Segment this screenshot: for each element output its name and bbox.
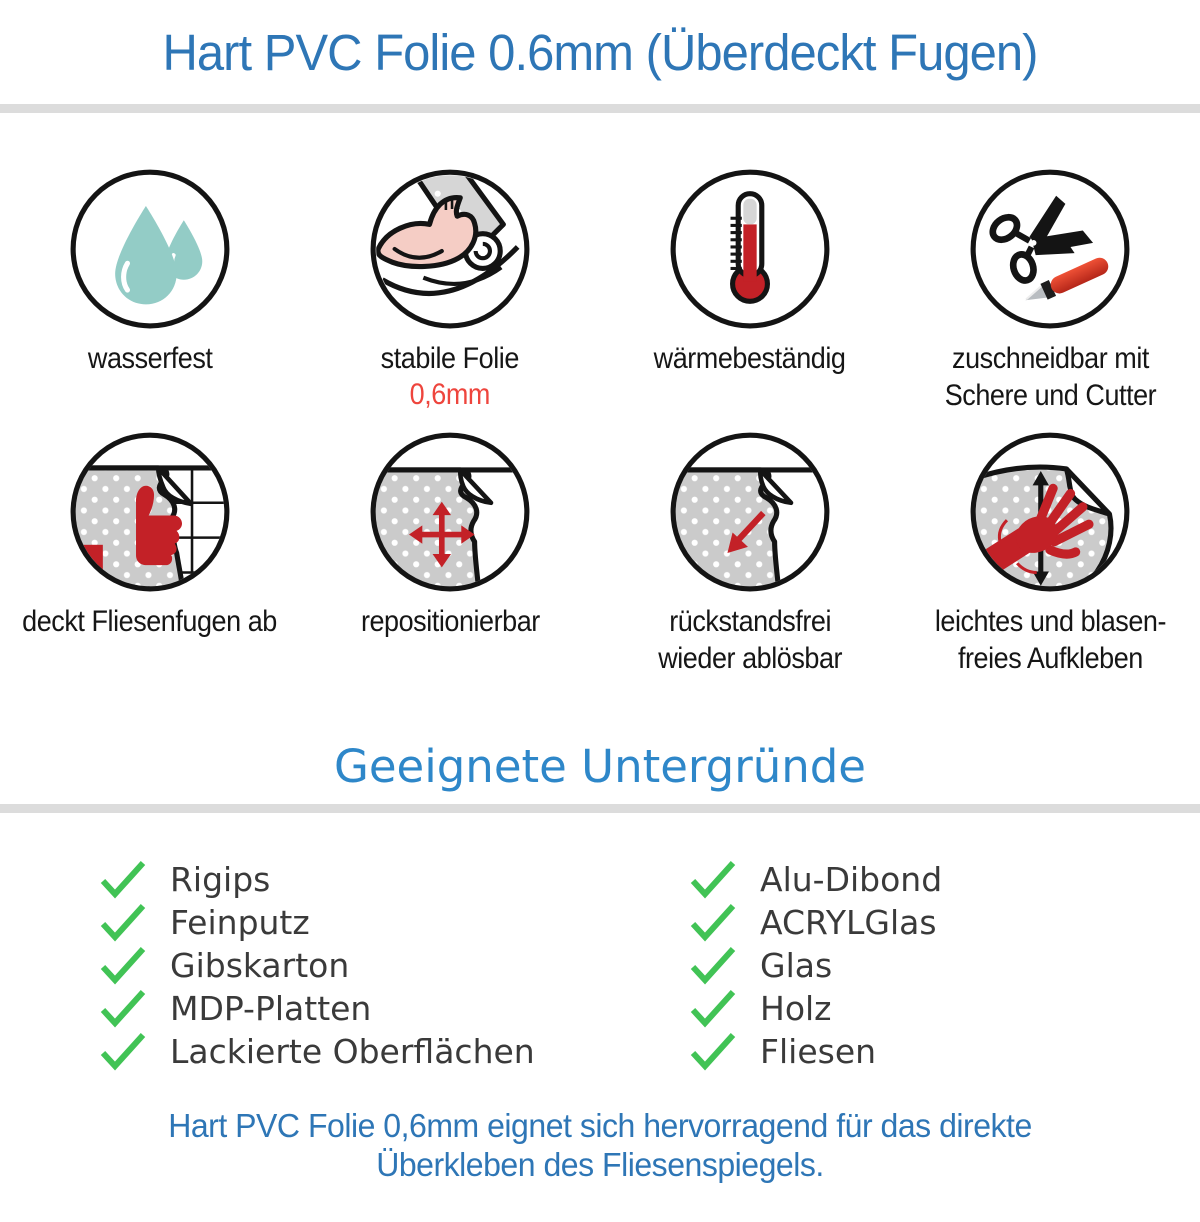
hand-smoothing-foil-icon	[970, 432, 1130, 592]
check-icon	[690, 946, 736, 984]
substrate-label: ACRYLGlas	[760, 903, 937, 942]
feature-waterproof: wasserfest	[0, 167, 300, 428]
list-item: Glas	[690, 944, 942, 987]
list-item: Fliesen	[690, 1030, 942, 1073]
check-icon	[100, 903, 146, 941]
feature-heat-resistant: wärmebeständig	[600, 167, 900, 428]
section-divider	[0, 804, 1200, 813]
move-arrows-foil-icon	[370, 432, 530, 592]
top-divider	[0, 104, 1200, 113]
list-item: MDP-Platten	[100, 987, 690, 1030]
feature-label: deckt Fliesenfugen ab	[22, 605, 278, 638]
feature-row-1: wasserfest stabile Folie 0,6mm	[0, 167, 1200, 428]
list-item: Holz	[690, 987, 942, 1030]
list-item: Gibskarton	[100, 944, 690, 987]
substrate-label: Alu-Dibond	[760, 860, 943, 899]
footer-note: Hart PVC Folie 0,6mm eignet sich hervorr…	[18, 1106, 1182, 1184]
feature-label: repositionierbar	[360, 605, 540, 638]
page-title: Hart PVC Folie 0.6mm (Überdeckt Fugen)	[162, 24, 1038, 81]
substrate-label: Glas	[760, 946, 833, 985]
substrate-label: Holz	[760, 989, 832, 1028]
water-drops-icon	[70, 169, 230, 329]
feature-residue-free-removal: rückstandsfrei wieder ablösbar	[600, 430, 900, 691]
feature-row-2: deckt Fliesenfugen ab	[0, 430, 1200, 691]
check-icon	[690, 989, 736, 1027]
list-item: Lackierte Oberflächen	[100, 1030, 690, 1073]
check-icon	[100, 946, 146, 984]
list-item: ACRYLGlas	[690, 901, 942, 944]
substrate-label: Lackierte Oberflächen	[170, 1032, 535, 1071]
list-item: Feinputz	[100, 901, 690, 944]
check-icon	[100, 860, 146, 898]
substrates-column-right: Alu-Dibond ACRYLGlas Glas Holz Fliesen	[690, 858, 942, 1073]
substrate-label: Gibskarton	[170, 946, 350, 985]
section-heading-substrates: Geeignete Untergründe	[333, 740, 866, 793]
feature-label: wärmebeständig	[654, 342, 846, 375]
substrate-label: Feinputz	[170, 903, 310, 942]
feature-label: rückstandsfrei wieder ablösbar	[658, 605, 842, 675]
peel-arrow-foil-icon	[670, 432, 830, 592]
substrate-label: Fliesen	[760, 1032, 877, 1071]
muscle-arm-foil-roll-icon	[370, 169, 530, 329]
feature-label: stabile Folie	[380, 342, 520, 375]
substrates-list: Rigips Feinputz Gibskarton MDP-Platten L…	[0, 858, 1200, 1073]
footer-line-1: Hart PVC Folie 0,6mm eignet sich hervorr…	[168, 1107, 1032, 1144]
check-icon	[690, 903, 736, 941]
check-icon	[690, 860, 736, 898]
feature-repositionable: repositionierbar	[300, 430, 600, 691]
list-item: Alu-Dibond	[690, 858, 942, 901]
feature-covers-tile-joints: deckt Fliesenfugen ab	[0, 430, 300, 691]
feature-sublabel-thickness: 0,6mm	[409, 378, 491, 411]
feature-label: wasserfest	[87, 342, 213, 375]
thermometer-icon	[670, 169, 830, 329]
substrate-label: Rigips	[170, 860, 271, 899]
scissors-and-cutter-icon	[970, 169, 1130, 329]
feature-bubble-free-application: leichtes und blasen- freies Aufkleben	[900, 430, 1200, 691]
check-icon	[690, 1032, 736, 1070]
feature-cuttable: zuschneidbar mit Schere und Cutter	[900, 167, 1200, 428]
footer-line-2: Überkleben des Fliesenspiegels.	[376, 1146, 824, 1183]
list-item: Rigips	[100, 858, 690, 901]
thumbs-up-tile-foil-icon	[70, 432, 230, 592]
substrate-label: MDP-Platten	[170, 989, 372, 1028]
feature-label: zuschneidbar mit Schere und Cutter	[944, 342, 1156, 412]
feature-label: leichtes und blasen- freies Aufkleben	[934, 605, 1166, 675]
check-icon	[100, 989, 146, 1027]
feature-stable-foil: stabile Folie 0,6mm	[300, 167, 600, 428]
substrates-column-left: Rigips Feinputz Gibskarton MDP-Platten L…	[100, 858, 690, 1073]
check-icon	[100, 1032, 146, 1070]
